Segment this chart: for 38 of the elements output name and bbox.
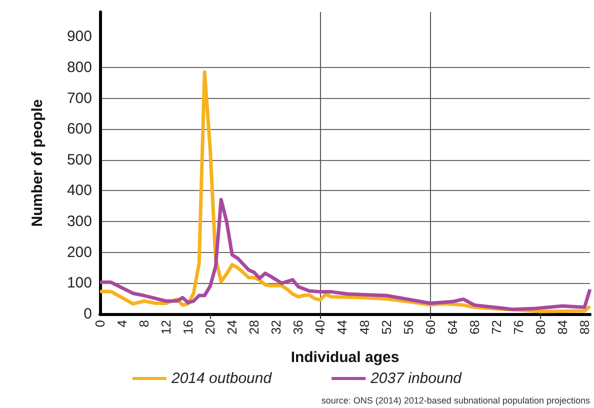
line-series (98, 198, 592, 312)
y-tick-label: 300 (66, 213, 92, 230)
x-tick-label: 48 (356, 320, 372, 334)
y-tick-label: 900 (66, 28, 92, 46)
y-tick-label: 400 (66, 182, 92, 200)
y-tick-label: 700 (66, 90, 92, 107)
x-tick-label: 24 (224, 320, 240, 334)
legend-label: 2037 inbound (370, 370, 462, 387)
x-tick-label: 88 (576, 320, 592, 334)
x-tick-label: 52 (378, 320, 394, 334)
x-tick-label: 20 (202, 320, 218, 334)
y-tick-label: 200 (66, 244, 92, 261)
y-tick-label: 500 (66, 151, 92, 168)
x-tick-label: 84 (554, 320, 570, 334)
x-tick-label: 76 (510, 320, 526, 334)
x-tick-label: 12 (158, 320, 174, 334)
x-tick-label: 8 (136, 320, 152, 328)
x-tick-label: 40 (312, 320, 328, 334)
x-tick-label: 32 (268, 320, 284, 334)
legend-label: 2014 outbound (170, 370, 272, 387)
x-tick-label: 72 (488, 320, 504, 334)
x-tick-label: 0 (92, 320, 108, 328)
x-tick-label: 44 (334, 320, 350, 334)
y-tick-label: 100 (66, 274, 92, 292)
x-tick-label: 68 (466, 320, 482, 334)
x-axis-title: Individual ages (290, 349, 400, 366)
x-tick-label: 64 (444, 320, 460, 334)
y-tick-label: 600 (66, 120, 92, 138)
x-tick-label: 56 (400, 320, 416, 334)
source-note: source: ONS (2014) 2012-based subnational population projections (321, 396, 590, 406)
x-tick-label: 4 (114, 320, 130, 328)
y-axis-title: Number of people (29, 99, 46, 227)
x-tick-label: 80 (532, 320, 548, 334)
x-tick-label: 16 (180, 320, 196, 334)
y-tick-label: 800 (66, 58, 92, 76)
x-tick-label: 60 (422, 320, 438, 334)
x-tick-label: 28 (246, 320, 262, 334)
x-tick-label: 36 (290, 320, 306, 334)
